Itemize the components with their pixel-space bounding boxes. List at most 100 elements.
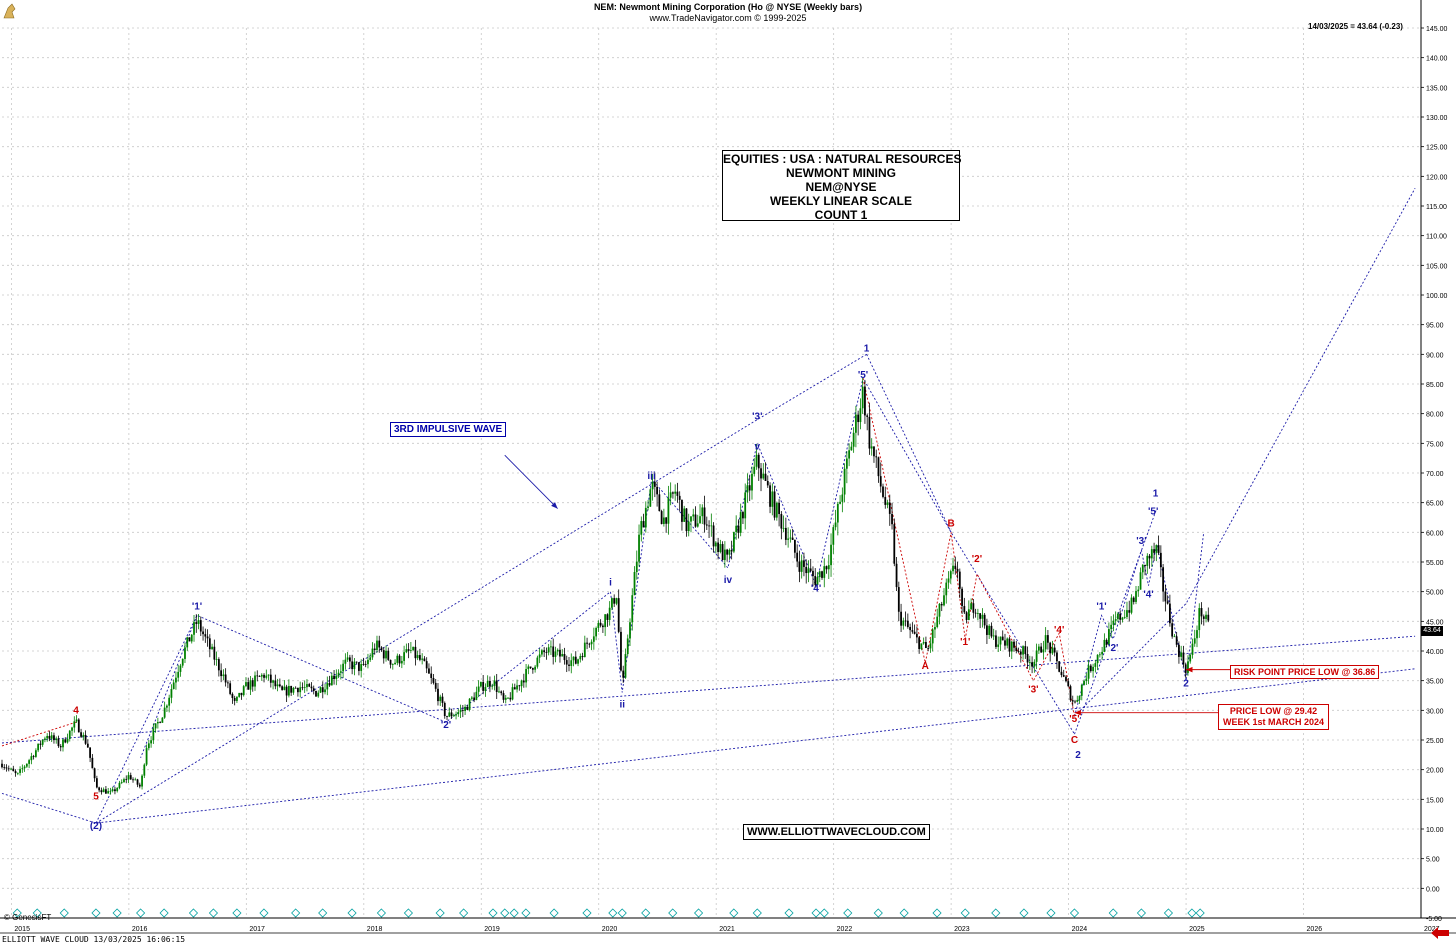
- candle-body: [254, 675, 256, 687]
- price-low-label: PRICE LOW @ 29.42 WEEK 1st MARCH 2024: [1218, 704, 1330, 730]
- candle-body: [222, 674, 225, 677]
- candle-body: [170, 689, 173, 698]
- candle-body: [274, 680, 277, 687]
- candle-body: [41, 739, 44, 745]
- candle-body: [77, 719, 80, 733]
- candle-body: [430, 673, 433, 678]
- candle-body: [353, 661, 356, 670]
- candle-body: [1092, 666, 1094, 672]
- candle-body: [866, 415, 869, 417]
- candle-body: [708, 525, 710, 527]
- candle-body: [317, 692, 320, 697]
- wave-label: 2: [1183, 679, 1189, 690]
- candle-body: [877, 457, 880, 477]
- candle-body: [895, 563, 898, 588]
- candle-body: [642, 521, 645, 528]
- candle-body: [342, 663, 345, 672]
- candle-body: [911, 630, 914, 632]
- chart-title: NEM: Newmont Mining Corporation (Ho @ NY…: [593, 2, 863, 12]
- candle-body: [333, 675, 335, 680]
- candle-body: [486, 680, 489, 688]
- candle-body: [943, 595, 945, 606]
- candle-body: [3, 767, 6, 769]
- candle-body: [199, 620, 202, 632]
- candle-body: [925, 642, 927, 649]
- candle-body: [620, 631, 622, 671]
- candle-body: [764, 473, 767, 481]
- candle-body: [489, 680, 491, 687]
- candle-body: [10, 768, 12, 770]
- candle-body: [95, 778, 98, 788]
- candle-body: [89, 747, 92, 758]
- candle-body: [818, 571, 821, 578]
- candle-body: [226, 682, 229, 684]
- candle-body: [1083, 681, 1085, 685]
- candle-body: [457, 712, 460, 715]
- candle-body: [733, 532, 735, 552]
- candle-body: [389, 659, 392, 665]
- candle-body: [534, 666, 537, 670]
- candle-body: [904, 620, 907, 622]
- event-diamond-icon: [159, 908, 169, 918]
- candle-body: [531, 668, 534, 670]
- candle-body: [719, 544, 722, 553]
- wave-labels: 45(2)'1''2'iiiiiiivv'3''4''5'1AB'1''2''3…: [73, 343, 1189, 832]
- candle-body: [482, 681, 485, 691]
- arrow-head: [1186, 666, 1193, 673]
- event-diamond-icon: [112, 908, 122, 918]
- candle-body: [897, 587, 900, 612]
- candle-body: [570, 660, 573, 666]
- candle-body: [48, 735, 51, 739]
- candle-body: [34, 750, 37, 757]
- candle-body: [1173, 636, 1176, 638]
- candle-body: [1191, 643, 1194, 655]
- candle-body: [981, 614, 984, 619]
- candle-body: [662, 517, 665, 524]
- event-diamond-icon: [549, 908, 559, 918]
- wave-label: i: [609, 578, 612, 589]
- candle-body: [805, 566, 808, 574]
- candle-body: [886, 502, 889, 505]
- candle-body: [692, 514, 695, 517]
- candle-body: [798, 561, 801, 572]
- candle-body: [694, 514, 697, 527]
- wave-label: 2: [1075, 750, 1081, 761]
- event-diamond-icon: [318, 908, 328, 918]
- y-tick-label: 50.00: [1426, 590, 1444, 597]
- y-tick-label: 15.00: [1426, 797, 1444, 804]
- candle-body: [760, 468, 762, 479]
- candle-body: [1148, 555, 1151, 559]
- scroll-left-arrow-icon[interactable]: [1430, 926, 1450, 940]
- candle-body: [737, 525, 740, 533]
- candle-body: [145, 748, 148, 765]
- candle-body: [780, 514, 783, 529]
- wave-label: '1': [1096, 601, 1106, 612]
- candle-body: [649, 489, 652, 507]
- event-diamond-icon: [188, 908, 199, 918]
- arrow-head: [1074, 709, 1081, 716]
- event-diamond-icon: [1108, 908, 1118, 918]
- candle-body: [502, 693, 505, 700]
- candle-body: [64, 739, 67, 743]
- candle-body: [240, 692, 243, 696]
- x-tick-label: 2019: [484, 926, 500, 933]
- candle-body: [86, 743, 89, 748]
- candle-body: [868, 416, 871, 449]
- candle-body: [667, 497, 670, 524]
- candle-body: [748, 485, 751, 491]
- candle-body: [190, 634, 193, 642]
- candle-body: [1128, 610, 1131, 613]
- candle-body: [100, 790, 103, 793]
- wave-lines: [1, 187, 1416, 824]
- candle-body: [710, 525, 713, 527]
- y-tick-label: 115.00: [1426, 204, 1447, 211]
- candle-body: [75, 719, 78, 722]
- wave-line-blue: [1074, 187, 1416, 717]
- event-diamond-icon: [899, 908, 909, 918]
- candle-body: [339, 671, 342, 673]
- candle-body: [68, 730, 71, 740]
- candle-body: [93, 768, 96, 779]
- candle-body: [1178, 644, 1180, 657]
- candle-body: [945, 582, 948, 596]
